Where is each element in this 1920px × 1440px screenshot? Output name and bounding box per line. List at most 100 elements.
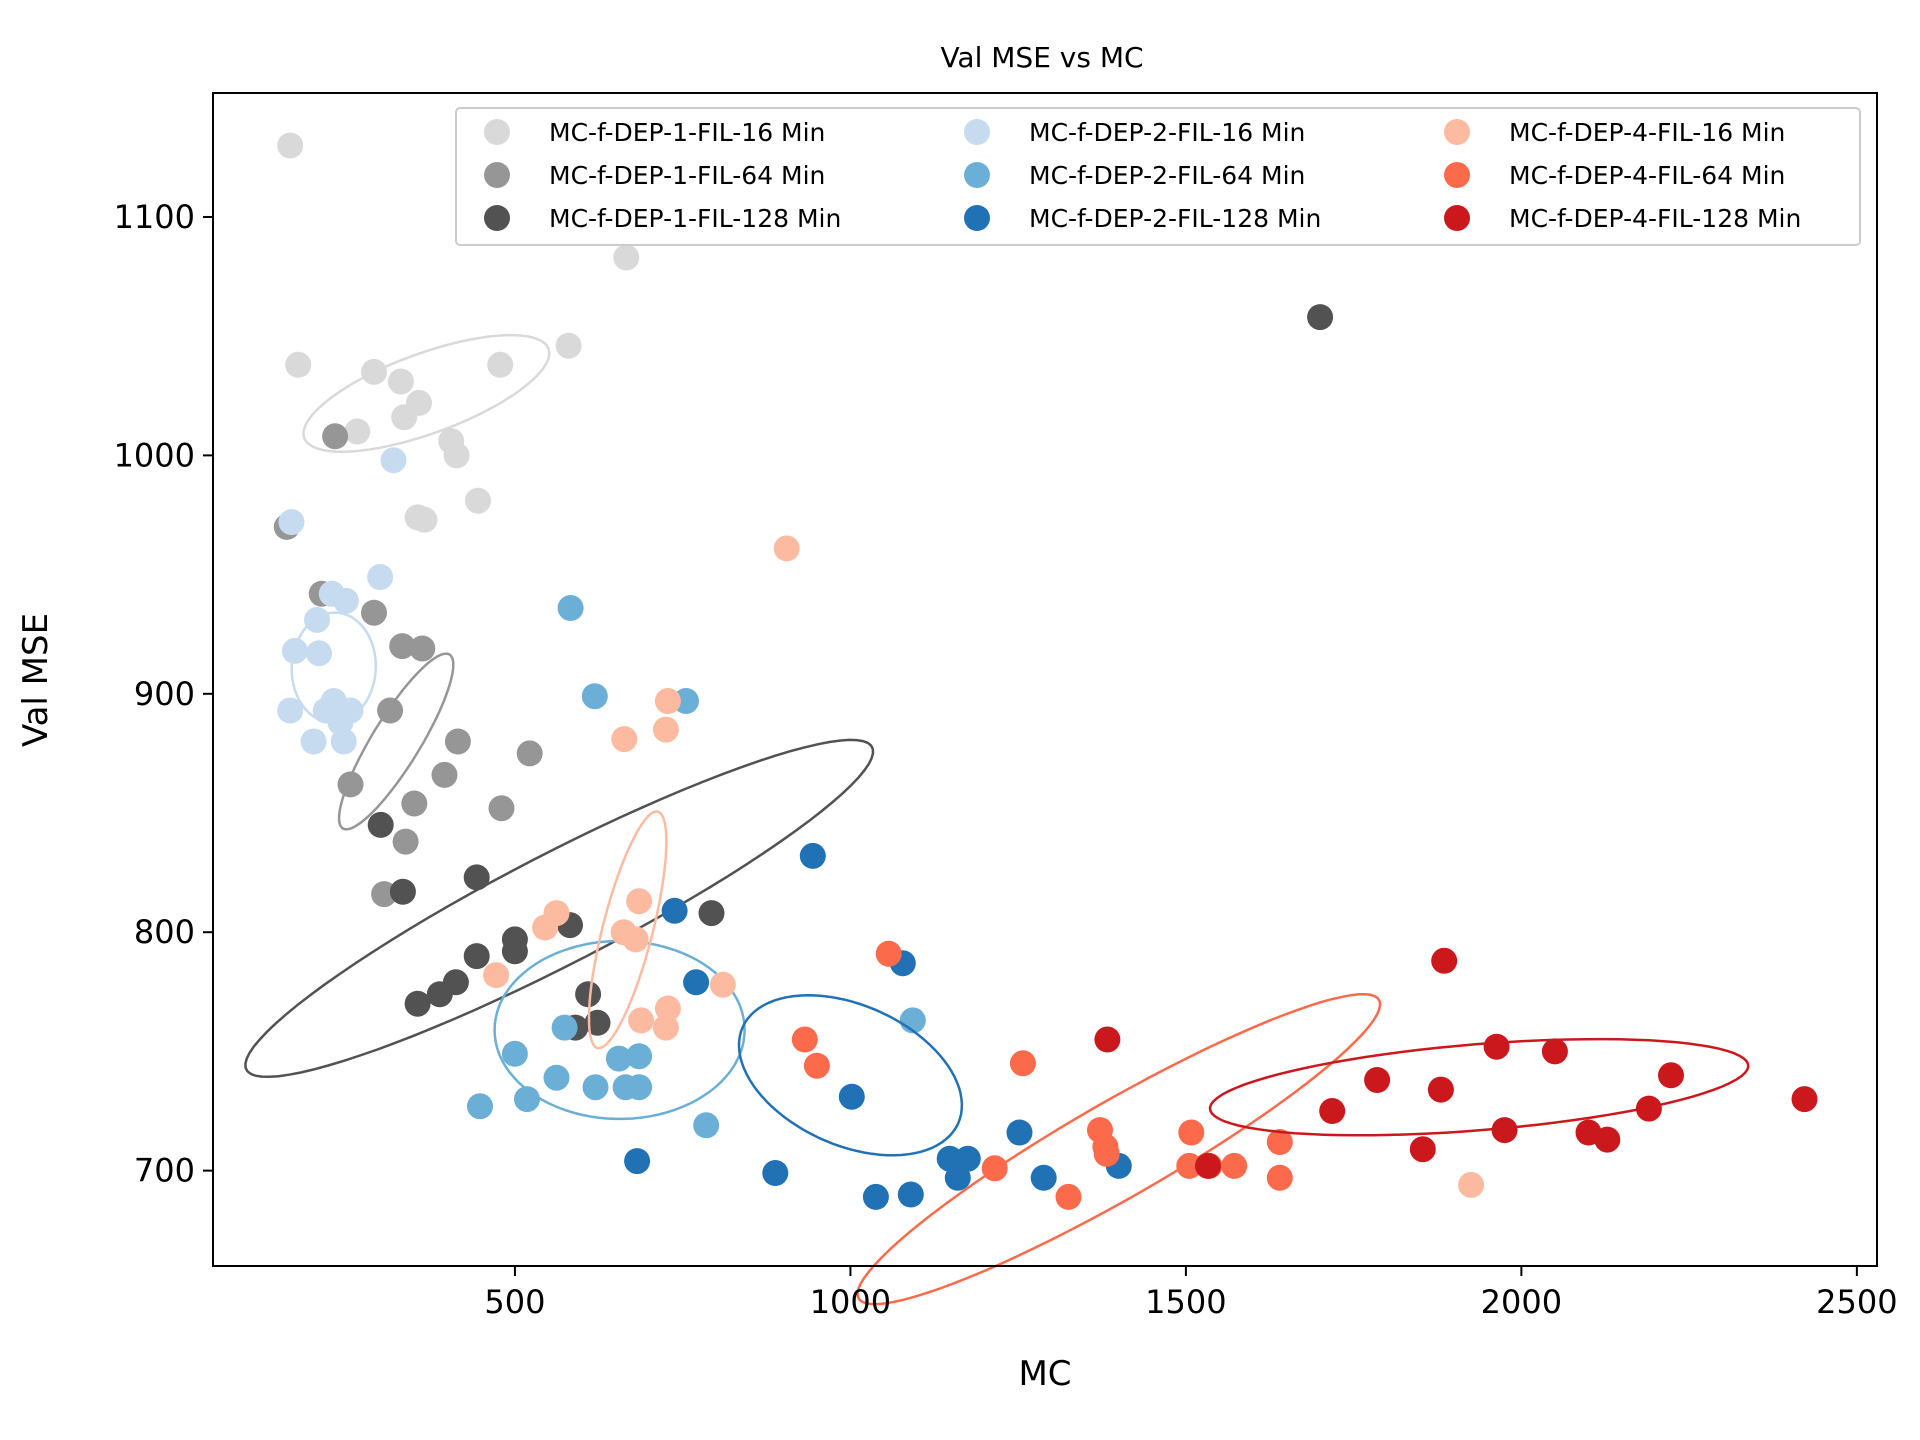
series-8-point-2: [791, 1026, 818, 1053]
series-6-point-4: [683, 969, 710, 996]
series-3-point-6: [698, 900, 725, 927]
series-6-point-8: [954, 1145, 981, 1172]
series-4-confidence-ellipse: [290, 611, 378, 724]
series-6-point-14: [897, 1181, 924, 1208]
y-tick-label: 1000: [114, 436, 195, 474]
series-8-confidence-ellipse: [856, 993, 1382, 1306]
x-axis-title: MC: [1018, 1354, 1071, 1394]
series-3-point-3: [463, 864, 490, 891]
series-3-point-13: [584, 1009, 611, 1036]
series-3-point-1: [1307, 304, 1334, 331]
series-8-point-13: [1055, 1183, 1082, 1210]
series-9-point-12: [1594, 1126, 1621, 1153]
legend-label-5: MC-f-DEP-2-FIL-64 Min: [1029, 161, 1305, 190]
series-2-point-11: [401, 790, 428, 817]
series-2-point-5: [389, 633, 416, 660]
legend-box: [455, 107, 1861, 246]
series-1-point-4: [387, 368, 414, 395]
series-7-point-4: [652, 716, 679, 743]
series-1-point-14: [555, 332, 582, 359]
legend-marker-1: [484, 119, 510, 145]
series-5-point-10: [582, 1074, 609, 1101]
series-7-point-11: [709, 971, 736, 998]
series-5-point-13: [514, 1086, 540, 1113]
series-5-point-15: [693, 1112, 720, 1139]
series-7-point-15: [1458, 1171, 1485, 1198]
legend-marker-9: [1444, 205, 1470, 231]
x-tick-label: 2000: [1481, 1283, 1562, 1321]
series-9-point-8: [1319, 1098, 1346, 1124]
series-6-confidence-ellipse: [737, 994, 964, 1157]
series-9-point-9: [1635, 1095, 1662, 1122]
series-3-point-4: [389, 878, 416, 905]
legend-label-8: MC-f-DEP-4-FIL-64 Min: [1509, 161, 1785, 190]
series-2-point-1: [322, 423, 349, 450]
series-3-point-15: [404, 990, 431, 1017]
legend-label-2: MC-f-DEP-1-FIL-64 Min: [549, 161, 825, 190]
series-4-point-2: [278, 509, 305, 536]
series-6-point-13: [862, 1183, 889, 1210]
series-4-point-7: [306, 640, 332, 667]
legend-label-1: MC-f-DEP-1-FIL-16 Min: [549, 118, 825, 147]
series-5-point-1: [557, 595, 584, 621]
series-6-point-5: [838, 1083, 865, 1110]
series-2-group: [273, 423, 543, 908]
series-3-point-2: [367, 811, 394, 838]
series-2-point-8: [444, 728, 471, 755]
legend-marker-4: [964, 119, 990, 145]
series-7-group: [483, 535, 1485, 1198]
series-1-confidence-ellipse: [302, 333, 551, 453]
series-3-point-9: [463, 943, 490, 970]
x-tick-label: 1500: [1145, 1283, 1226, 1321]
series-1-point-9: [443, 442, 470, 469]
series-8-point-3: [803, 1052, 830, 1079]
series-2-point-12: [488, 795, 515, 822]
series-7-point-2: [654, 688, 681, 714]
series-1-group: [277, 132, 640, 533]
series-8-point-4: [1009, 1050, 1036, 1077]
series-9-confidence-ellipse: [1208, 1037, 1750, 1137]
series-3-point-12: [575, 981, 602, 1008]
series-7-point-1: [773, 535, 800, 562]
series-9-point-4: [1541, 1038, 1568, 1065]
series-5-point-5: [551, 1014, 578, 1041]
series-2-point-6: [409, 635, 436, 662]
series-5-point-14: [467, 1093, 493, 1120]
series-3-confidence-ellipse: [244, 738, 875, 1079]
series-7-point-12: [654, 995, 681, 1022]
series-7-point-10: [483, 962, 510, 989]
legend-label-4: MC-f-DEP-2-FIL-16 Min: [1029, 118, 1305, 147]
legend-marker-2: [484, 162, 510, 188]
chart-title: Val MSE vs MC: [940, 41, 1143, 74]
x-tick-label: 2500: [1816, 1283, 1897, 1321]
y-tick-label: 700: [134, 1152, 195, 1190]
series-8-group: [791, 940, 1382, 1306]
series-5-group: [467, 595, 926, 1139]
series-5-point-2: [581, 683, 608, 710]
plot-frame: [212, 92, 1878, 1267]
legend: MC-f-DEP-1-FIL-16 Min MC-f-DEP-1-FIL-64 M…: [455, 107, 1861, 246]
y-tick-label: 800: [134, 913, 195, 951]
legend-marker-7: [1444, 119, 1470, 145]
legend-label-6: MC-f-DEP-2-FIL-128 Min: [1029, 204, 1321, 233]
series-9-point-2: [1094, 1026, 1121, 1053]
legend-label-3: MC-f-DEP-1-FIL-128 Min: [549, 204, 841, 233]
x-tick-label: 1000: [810, 1283, 891, 1321]
series-5-point-8: [626, 1043, 653, 1070]
legend-marker-8: [1444, 162, 1470, 188]
x-tick-label: 500: [484, 1283, 545, 1321]
series-1-point-1: [277, 132, 304, 159]
series-4-point-12: [277, 697, 304, 724]
series-4-point-5: [332, 587, 359, 614]
series-9-point-1: [1431, 947, 1458, 974]
series-1-point-6: [391, 404, 418, 431]
series-1-point-7: [344, 418, 371, 445]
series-8-point-1: [875, 940, 902, 967]
series-7-point-14: [652, 1014, 679, 1041]
series-8-point-15: [1092, 1133, 1119, 1160]
series-9-point-3: [1483, 1033, 1510, 1060]
series-5-point-12: [626, 1074, 653, 1101]
y-tick-label: 1100: [114, 198, 195, 236]
